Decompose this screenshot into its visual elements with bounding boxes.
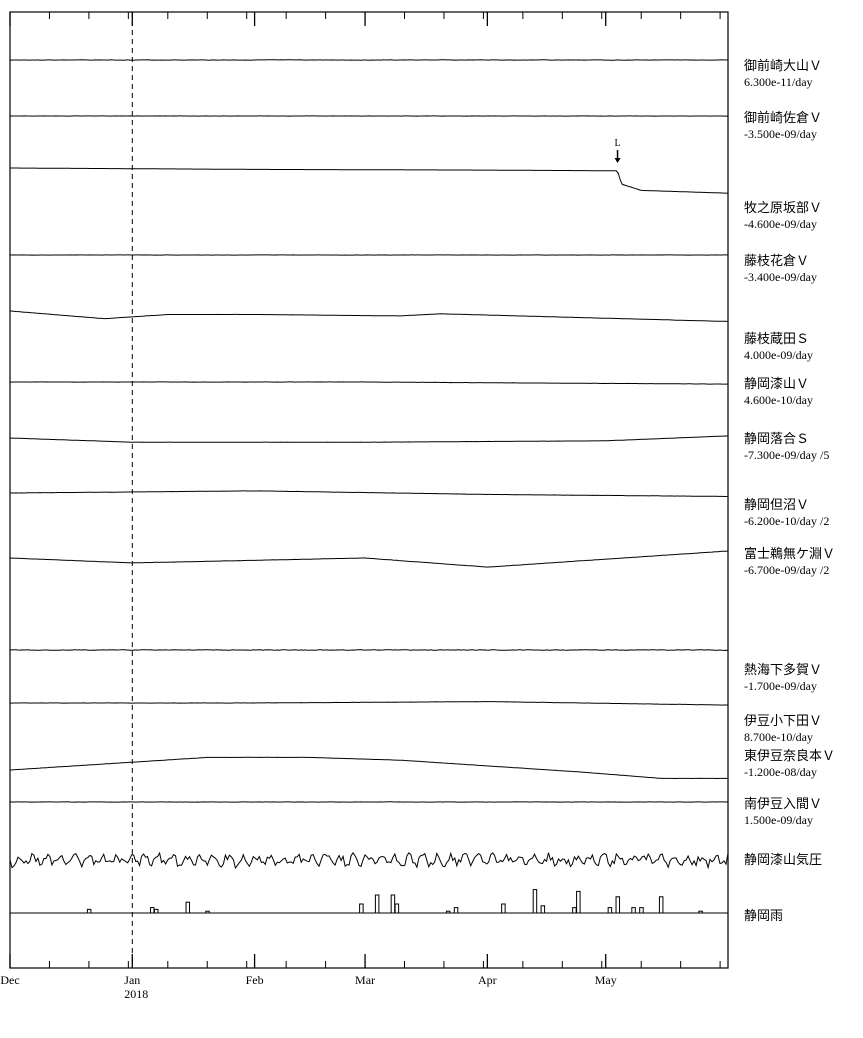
series-name-label: 静岡漆山Ｖ bbox=[744, 376, 809, 392]
series-name-label: 静岡雨 bbox=[744, 909, 783, 924]
rain-bar bbox=[573, 908, 577, 913]
rain-bar bbox=[533, 890, 537, 913]
series-rate-label: -7.300e-09/day /5 bbox=[744, 448, 829, 462]
series-line bbox=[10, 436, 728, 442]
series-rate-label: 8.700e-10/day bbox=[744, 730, 813, 744]
annotation-label: L bbox=[614, 138, 620, 149]
series-line bbox=[10, 757, 728, 778]
annotation-arrow-head bbox=[615, 158, 621, 163]
rain-bar bbox=[577, 891, 581, 913]
x-tick-label: Mar bbox=[355, 973, 375, 987]
rain-bar bbox=[375, 895, 379, 913]
series-rate-label: -6.200e-10/day /2 bbox=[744, 514, 829, 528]
series-name-label: 藤枝花倉Ｖ bbox=[744, 253, 809, 269]
series-name-label: 静岡漆山気圧 bbox=[744, 852, 822, 868]
rain-bar bbox=[446, 911, 450, 913]
series-name-label: 牧之原坂部Ｖ bbox=[744, 201, 822, 216]
rain-bar bbox=[186, 902, 190, 913]
series-name-label: 東伊豆奈良本Ｖ bbox=[744, 748, 835, 764]
x-tick-label: Jan bbox=[124, 973, 140, 987]
series-rate-label: -4.600e-09/day bbox=[744, 217, 817, 231]
series-name-label: 南伊豆入間Ｖ bbox=[744, 796, 822, 812]
series-line bbox=[10, 551, 728, 567]
x-tick-label: Feb bbox=[246, 973, 264, 987]
rain-bar bbox=[640, 908, 644, 913]
rain-bar bbox=[151, 908, 155, 913]
rain-bar bbox=[541, 906, 545, 913]
rain-bar bbox=[391, 895, 395, 913]
series-name-label: 伊豆小下田Ｖ bbox=[744, 714, 822, 729]
series-rate-label: -1.700e-09/day bbox=[744, 679, 817, 693]
rain-bar bbox=[616, 897, 620, 913]
series-rate-label: 4.000e-09/day bbox=[744, 348, 813, 362]
series-line bbox=[10, 168, 728, 193]
series-line bbox=[10, 853, 728, 868]
series-name-label: 富士鵜無ケ淵Ｖ bbox=[744, 546, 835, 562]
series-name-label: 御前崎佐倉Ｖ bbox=[744, 110, 822, 126]
series-rate-label: -6.700e-09/day /2 bbox=[744, 563, 829, 577]
series-name-label: 静岡落合Ｓ bbox=[744, 432, 809, 447]
series-line bbox=[10, 382, 728, 384]
rain-bar bbox=[632, 908, 636, 913]
rain-bar bbox=[502, 904, 506, 913]
series-name-label: 御前崎大山Ｖ bbox=[744, 58, 822, 74]
series-line bbox=[10, 311, 728, 321]
rain-bar bbox=[608, 908, 612, 913]
series-rate-label: -1.200e-08/day bbox=[744, 765, 817, 779]
x-tick-label: Apr bbox=[478, 973, 497, 987]
rain-bar bbox=[659, 897, 663, 913]
rain-bar bbox=[87, 909, 91, 913]
series-rate-label: -3.400e-09/day bbox=[744, 270, 817, 284]
x-tick-label: May bbox=[595, 973, 617, 987]
series-line bbox=[10, 491, 728, 497]
rain-bar bbox=[454, 908, 458, 913]
rain-bar bbox=[154, 909, 158, 913]
series-name-label: 静岡但沼Ｖ bbox=[744, 498, 809, 513]
series-rate-label: 4.600e-10/day bbox=[744, 393, 813, 407]
plot-frame bbox=[10, 12, 728, 968]
rain-bar bbox=[699, 911, 703, 913]
series-rate-label: -3.500e-09/day bbox=[744, 127, 817, 141]
x-tick-label: Dec bbox=[0, 973, 19, 987]
series-line bbox=[10, 702, 728, 706]
rain-bar bbox=[206, 911, 210, 913]
series-rate-label: 1.500e-09/day bbox=[744, 813, 813, 827]
rain-bar bbox=[360, 904, 364, 913]
series-rate-label: 6.300e-11/day bbox=[744, 75, 813, 89]
x-tick-year-label: 2018 bbox=[124, 987, 148, 1001]
rain-bar bbox=[395, 904, 399, 913]
series-name-label: 藤枝蔵田Ｓ bbox=[744, 332, 809, 347]
series-name-label: 熱海下多賀Ｖ bbox=[744, 662, 822, 678]
series-line bbox=[10, 650, 728, 651]
